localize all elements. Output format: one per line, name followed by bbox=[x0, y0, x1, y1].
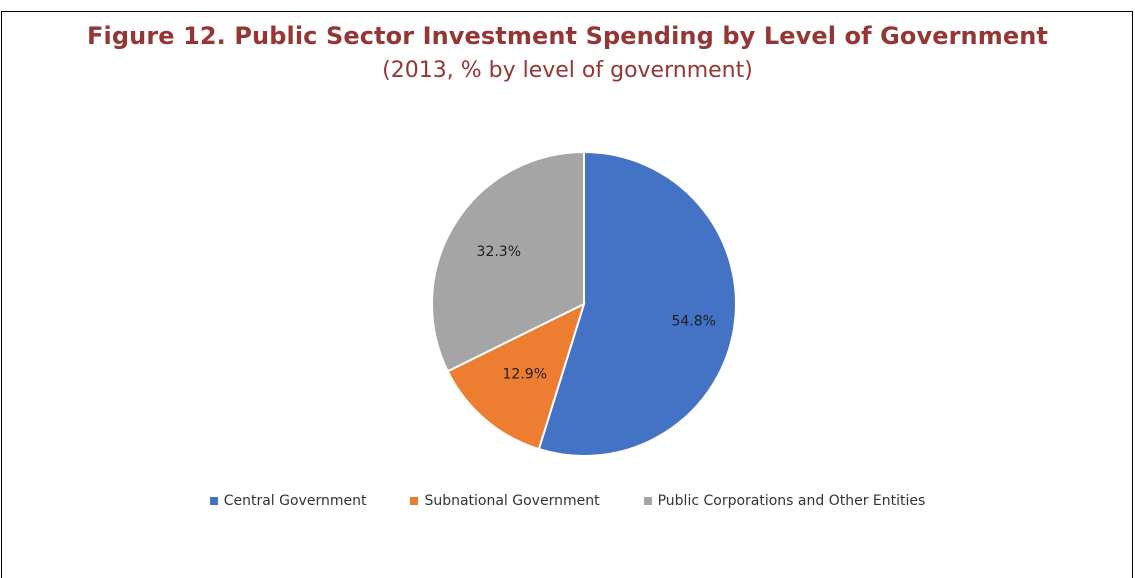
pie-label-subnational: 12.9% bbox=[503, 366, 547, 382]
pie-slice-subnational bbox=[446, 302, 586, 451]
legend-swatch-subnational bbox=[410, 497, 419, 505]
pie-label-central: 54.8% bbox=[671, 314, 715, 330]
legend-item-subnational: Subnational Government bbox=[410, 493, 600, 509]
legend-item-public-corporations: Public Corporations and Other Entities bbox=[643, 493, 926, 509]
legend-swatch-public-corporations bbox=[643, 497, 652, 505]
pie-slice-public-corporations bbox=[431, 150, 585, 373]
figure-subtitle: (2013, % by level of government) bbox=[382, 58, 753, 83]
legend-label-central: Central Government bbox=[223, 493, 367, 509]
figure-frame bbox=[1, 11, 1133, 578]
pie-slice-central bbox=[537, 150, 737, 457]
legend-label-subnational: Subnational Government bbox=[424, 493, 600, 509]
pie-label-public-corporations: 32.3% bbox=[477, 244, 521, 260]
figure-title: Figure 12. Public Sector Investment Spen… bbox=[87, 22, 1048, 50]
legend-item-central: Central Government bbox=[209, 493, 367, 509]
legend-swatch-central bbox=[209, 497, 218, 505]
chart-legend: Central Government Subnational Governmen… bbox=[0, 493, 1135, 509]
legend-label-public-corporations: Public Corporations and Other Entities bbox=[657, 493, 926, 509]
